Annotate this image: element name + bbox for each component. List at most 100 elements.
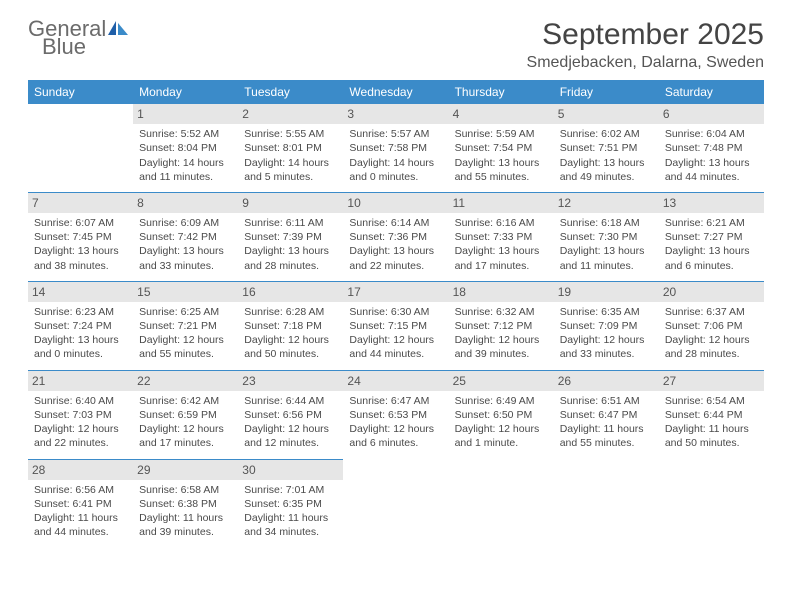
sunrise-text: Sunrise: 6:58 AM	[139, 483, 232, 497]
daylight-text-2: and 6 minutes.	[349, 436, 442, 450]
calendar-day-cell: 21Sunrise: 6:40 AMSunset: 7:03 PMDayligh…	[28, 370, 133, 459]
sunset-text: Sunset: 7:12 PM	[455, 319, 548, 333]
daylight-text-1: Daylight: 13 hours	[34, 244, 127, 258]
sunset-text: Sunset: 6:50 PM	[455, 408, 548, 422]
daylight-text-1: Daylight: 11 hours	[560, 422, 653, 436]
calendar-day-cell: .	[343, 459, 448, 547]
sunset-text: Sunset: 7:03 PM	[34, 408, 127, 422]
daylight-text-1: Daylight: 12 hours	[349, 333, 442, 347]
day-number: 5	[554, 104, 659, 124]
sunrise-text: Sunrise: 6:07 AM	[34, 216, 127, 230]
daylight-text-1: Daylight: 13 hours	[244, 244, 337, 258]
sunrise-text: Sunrise: 5:52 AM	[139, 127, 232, 141]
sunset-text: Sunset: 7:39 PM	[244, 230, 337, 244]
day-number: 11	[449, 193, 554, 213]
page-header: General Blue September 2025 Smedjebacken…	[28, 18, 764, 72]
sunset-text: Sunset: 7:27 PM	[665, 230, 758, 244]
day-number: 3	[343, 104, 448, 124]
sunset-text: Sunset: 6:47 PM	[560, 408, 653, 422]
day-number: 30	[238, 460, 343, 480]
sunrise-text: Sunrise: 6:14 AM	[349, 216, 442, 230]
calendar-day-cell: 18Sunrise: 6:32 AMSunset: 7:12 PMDayligh…	[449, 281, 554, 370]
sunset-text: Sunset: 7:42 PM	[139, 230, 232, 244]
day-number: 16	[238, 282, 343, 302]
daylight-text-1: Daylight: 12 hours	[665, 333, 758, 347]
sunset-text: Sunset: 7:33 PM	[455, 230, 548, 244]
daylight-text-2: and 1 minute.	[455, 436, 548, 450]
sunset-text: Sunset: 7:24 PM	[34, 319, 127, 333]
daylight-text-2: and 49 minutes.	[560, 170, 653, 184]
calendar-day-cell: 14Sunrise: 6:23 AMSunset: 7:24 PMDayligh…	[28, 281, 133, 370]
calendar-day-cell: .	[449, 459, 554, 547]
calendar-day-cell: 11Sunrise: 6:16 AMSunset: 7:33 PMDayligh…	[449, 192, 554, 281]
sunrise-text: Sunrise: 6:25 AM	[139, 305, 232, 319]
day-number: 17	[343, 282, 448, 302]
calendar-day-cell: 13Sunrise: 6:21 AMSunset: 7:27 PMDayligh…	[659, 192, 764, 281]
sunrise-text: Sunrise: 6:09 AM	[139, 216, 232, 230]
weekday-header: Friday	[554, 80, 659, 104]
sunrise-text: Sunrise: 6:51 AM	[560, 394, 653, 408]
calendar-day-cell: 2Sunrise: 5:55 AMSunset: 8:01 PMDaylight…	[238, 104, 343, 192]
sunrise-text: Sunrise: 6:21 AM	[665, 216, 758, 230]
sunset-text: Sunset: 7:51 PM	[560, 141, 653, 155]
daylight-text-2: and 28 minutes.	[244, 259, 337, 273]
sunset-text: Sunset: 8:04 PM	[139, 141, 232, 155]
daylight-text-1: Daylight: 12 hours	[139, 333, 232, 347]
day-number: 25	[449, 371, 554, 391]
sunrise-text: Sunrise: 6:02 AM	[560, 127, 653, 141]
daylight-text-2: and 22 minutes.	[349, 259, 442, 273]
sunset-text: Sunset: 8:01 PM	[244, 141, 337, 155]
sunset-text: Sunset: 6:38 PM	[139, 497, 232, 511]
daylight-text-2: and 33 minutes.	[560, 347, 653, 361]
day-number: 14	[28, 282, 133, 302]
day-number: 9	[238, 193, 343, 213]
calendar-day-cell: 25Sunrise: 6:49 AMSunset: 6:50 PMDayligh…	[449, 370, 554, 459]
sunrise-text: Sunrise: 6:16 AM	[455, 216, 548, 230]
calendar-day-cell: 9Sunrise: 6:11 AMSunset: 7:39 PMDaylight…	[238, 192, 343, 281]
sunset-text: Sunset: 7:48 PM	[665, 141, 758, 155]
day-number: 15	[133, 282, 238, 302]
day-number: 6	[659, 104, 764, 124]
day-number: 28	[28, 460, 133, 480]
sunset-text: Sunset: 6:41 PM	[34, 497, 127, 511]
daylight-text-2: and 44 minutes.	[349, 347, 442, 361]
sunrise-text: Sunrise: 5:59 AM	[455, 127, 548, 141]
daylight-text-2: and 11 minutes.	[139, 170, 232, 184]
sunset-text: Sunset: 7:18 PM	[244, 319, 337, 333]
daylight-text-1: Daylight: 12 hours	[34, 422, 127, 436]
daylight-text-1: Daylight: 13 hours	[139, 244, 232, 258]
daylight-text-1: Daylight: 13 hours	[455, 156, 548, 170]
daylight-text-2: and 34 minutes.	[244, 525, 337, 539]
calendar-day-cell: 12Sunrise: 6:18 AMSunset: 7:30 PMDayligh…	[554, 192, 659, 281]
calendar-table: Sunday Monday Tuesday Wednesday Thursday…	[28, 80, 764, 547]
sunset-text: Sunset: 6:53 PM	[349, 408, 442, 422]
sunrise-text: Sunrise: 6:28 AM	[244, 305, 337, 319]
sunrise-text: Sunrise: 6:47 AM	[349, 394, 442, 408]
calendar-day-cell: 26Sunrise: 6:51 AMSunset: 6:47 PMDayligh…	[554, 370, 659, 459]
day-number: 10	[343, 193, 448, 213]
calendar-day-cell: .	[28, 104, 133, 192]
calendar-day-cell: 20Sunrise: 6:37 AMSunset: 7:06 PMDayligh…	[659, 281, 764, 370]
sunset-text: Sunset: 6:44 PM	[665, 408, 758, 422]
day-number: 1	[133, 104, 238, 124]
daylight-text-2: and 0 minutes.	[34, 347, 127, 361]
calendar-day-cell: 8Sunrise: 6:09 AMSunset: 7:42 PMDaylight…	[133, 192, 238, 281]
daylight-text-2: and 39 minutes.	[455, 347, 548, 361]
daylight-text-2: and 50 minutes.	[665, 436, 758, 450]
day-number: 12	[554, 193, 659, 213]
calendar-week-row: 14Sunrise: 6:23 AMSunset: 7:24 PMDayligh…	[28, 281, 764, 370]
daylight-text-1: Daylight: 11 hours	[665, 422, 758, 436]
sunset-text: Sunset: 7:21 PM	[139, 319, 232, 333]
sunset-text: Sunset: 7:54 PM	[455, 141, 548, 155]
day-number: 4	[449, 104, 554, 124]
sunrise-text: Sunrise: 6:30 AM	[349, 305, 442, 319]
calendar-day-cell: 7Sunrise: 6:07 AMSunset: 7:45 PMDaylight…	[28, 192, 133, 281]
daylight-text-2: and 33 minutes.	[139, 259, 232, 273]
weekday-header: Saturday	[659, 80, 764, 104]
sunset-text: Sunset: 7:36 PM	[349, 230, 442, 244]
daylight-text-1: Daylight: 11 hours	[139, 511, 232, 525]
day-number: 29	[133, 460, 238, 480]
daylight-text-2: and 39 minutes.	[139, 525, 232, 539]
weekday-header: Sunday	[28, 80, 133, 104]
sunrise-text: Sunrise: 6:35 AM	[560, 305, 653, 319]
